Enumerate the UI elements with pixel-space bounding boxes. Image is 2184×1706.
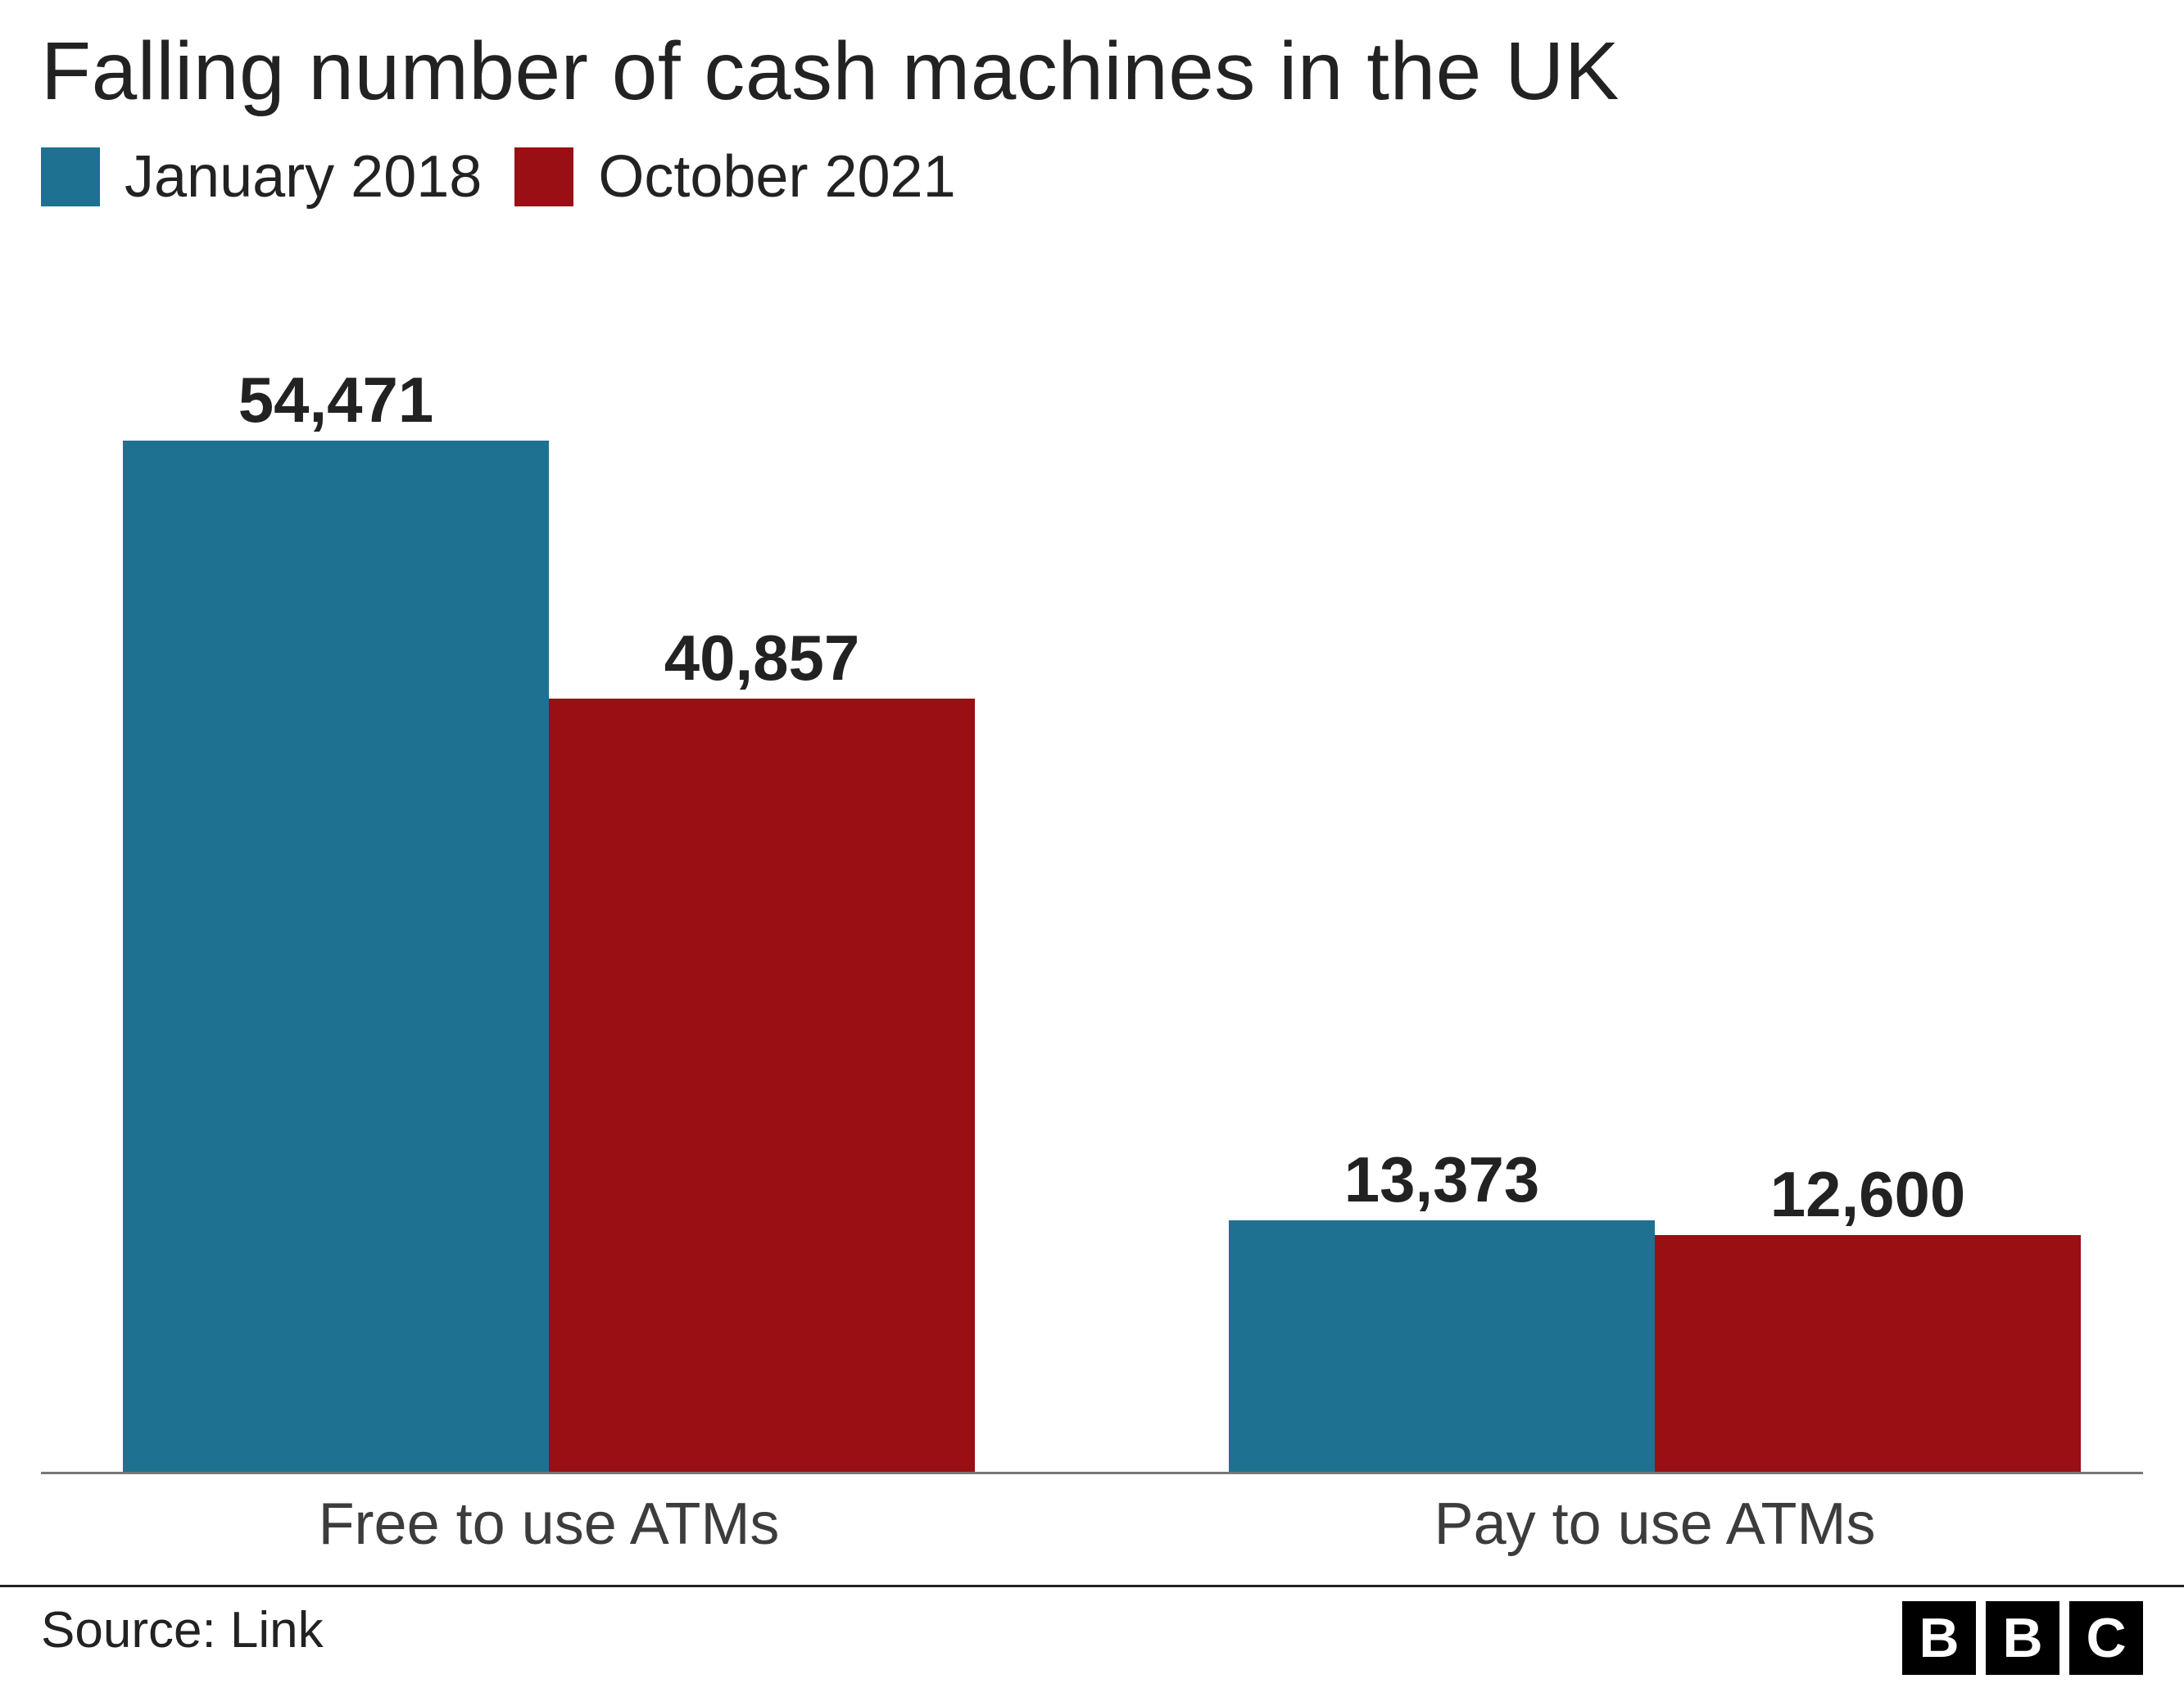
bbc-logo: B B C bbox=[1902, 1601, 2143, 1675]
chart-card: Falling number of cash machines in the U… bbox=[0, 0, 2184, 1706]
plot-area: 54,471 40,857 13,373 12,600 bbox=[41, 336, 2143, 1474]
source-text: Source: Link bbox=[41, 1601, 324, 1659]
bar-label-free-oct2021: 40,857 bbox=[549, 621, 975, 695]
bbc-logo-c: C bbox=[2069, 1601, 2143, 1675]
bar-pay-oct2021: 12,600 bbox=[1655, 1235, 2081, 1474]
bar-label-free-jan2018: 54,471 bbox=[123, 363, 549, 437]
bar-label-pay-oct2021: 12,600 bbox=[1655, 1157, 2081, 1232]
bar-free-oct2021: 40,857 bbox=[549, 699, 975, 1474]
bbc-logo-b1: B bbox=[1902, 1601, 1976, 1675]
bar-rect-free-jan2018 bbox=[123, 441, 549, 1474]
legend-item-jan2018: January 2018 bbox=[41, 143, 482, 210]
xlabel-pay: Pay to use ATMs bbox=[1245, 1491, 2064, 1558]
bar-label-pay-jan2018: 13,373 bbox=[1229, 1143, 1655, 1217]
legend-label-jan2018: January 2018 bbox=[125, 143, 482, 210]
chart-title: Falling number of cash machines in the U… bbox=[41, 25, 1620, 119]
bar-rect-pay-oct2021 bbox=[1655, 1235, 2081, 1474]
legend-label-oct2021: October 2021 bbox=[598, 143, 955, 210]
legend-swatch-oct2021 bbox=[514, 147, 573, 206]
legend-item-oct2021: October 2021 bbox=[514, 143, 955, 210]
x-axis-baseline bbox=[41, 1472, 2143, 1474]
legend: January 2018 October 2021 bbox=[41, 143, 956, 210]
bbc-logo-b2: B bbox=[1986, 1601, 2059, 1675]
footer-rule bbox=[0, 1585, 2184, 1587]
legend-swatch-jan2018 bbox=[41, 147, 100, 206]
bar-rect-free-oct2021 bbox=[549, 699, 975, 1474]
bar-pay-jan2018: 13,373 bbox=[1229, 1220, 1655, 1474]
bar-free-jan2018: 54,471 bbox=[123, 441, 549, 1474]
bar-rect-pay-jan2018 bbox=[1229, 1220, 1655, 1474]
xlabel-free: Free to use ATMs bbox=[139, 1491, 958, 1558]
